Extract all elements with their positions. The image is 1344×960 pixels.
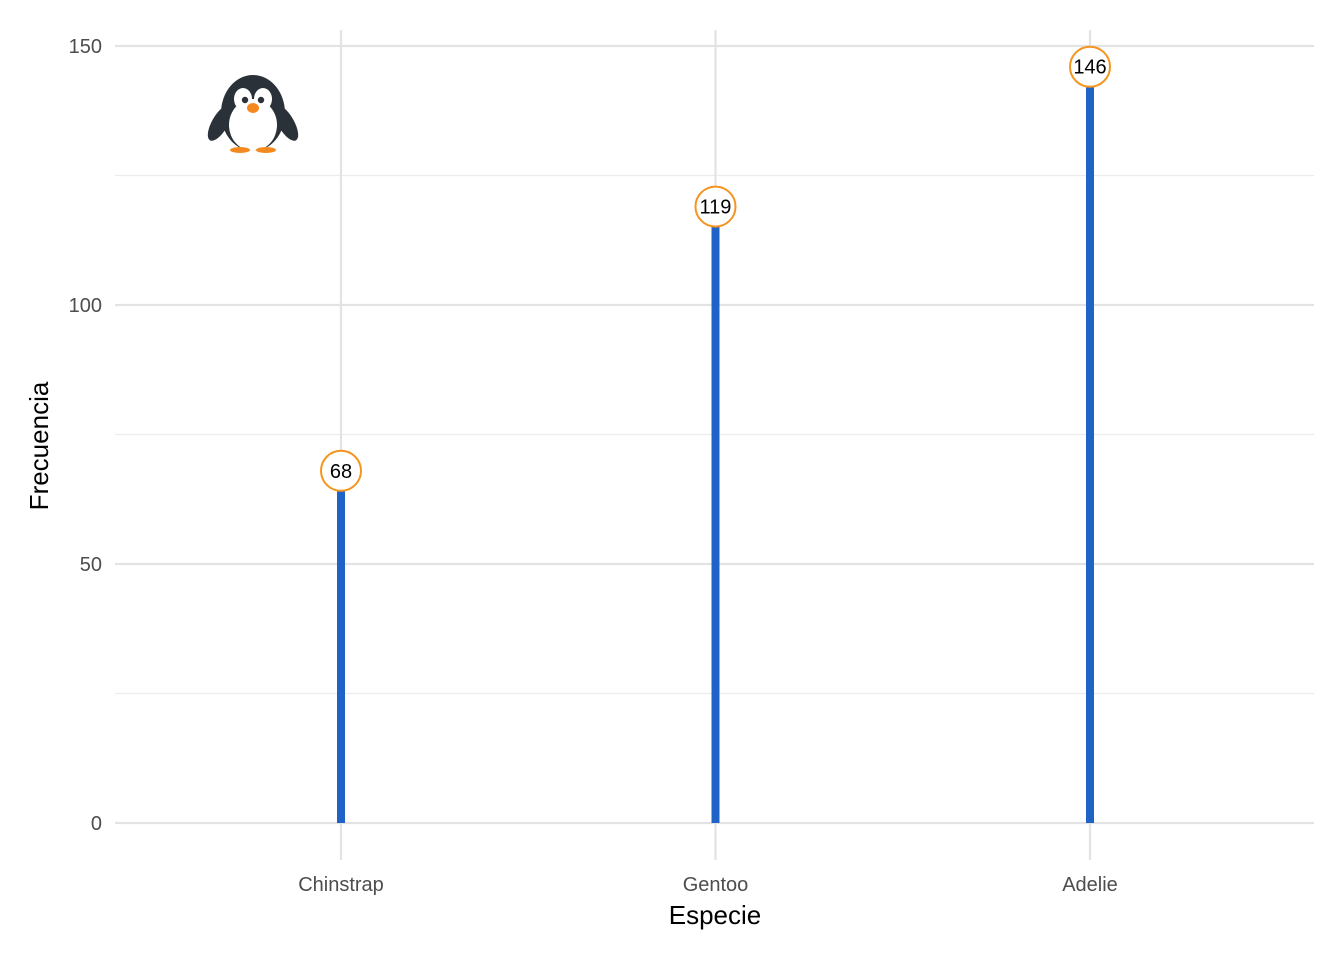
- data-label: 119: [700, 197, 732, 219]
- y-tick-label: 150: [69, 36, 102, 58]
- lollipop-marks: 68 119 146: [320, 45, 1111, 823]
- lollipop-point: [694, 185, 737, 228]
- lollipop-point: [320, 449, 362, 492]
- y-axis-title: Frecuencia: [24, 381, 54, 510]
- penguin-icon: [207, 75, 299, 153]
- y-tick-label: 100: [69, 295, 102, 317]
- x-tick-label: Gentoo: [683, 874, 749, 896]
- x-tick-label: Chinstrap: [298, 874, 384, 896]
- x-axis-ticks: Chinstrap Gentoo Adelie: [298, 874, 1118, 896]
- data-label: 68: [330, 461, 352, 483]
- y-tick-label: 0: [91, 813, 102, 835]
- lollipop-point: [1069, 45, 1111, 88]
- y-tick-label: 50: [80, 554, 102, 576]
- x-tick-label: Adelie: [1062, 874, 1118, 896]
- y-axis-ticks: 0 50 100 150: [69, 36, 102, 835]
- data-label: 146: [1073, 57, 1106, 79]
- x-axis-title: Especie: [669, 900, 762, 930]
